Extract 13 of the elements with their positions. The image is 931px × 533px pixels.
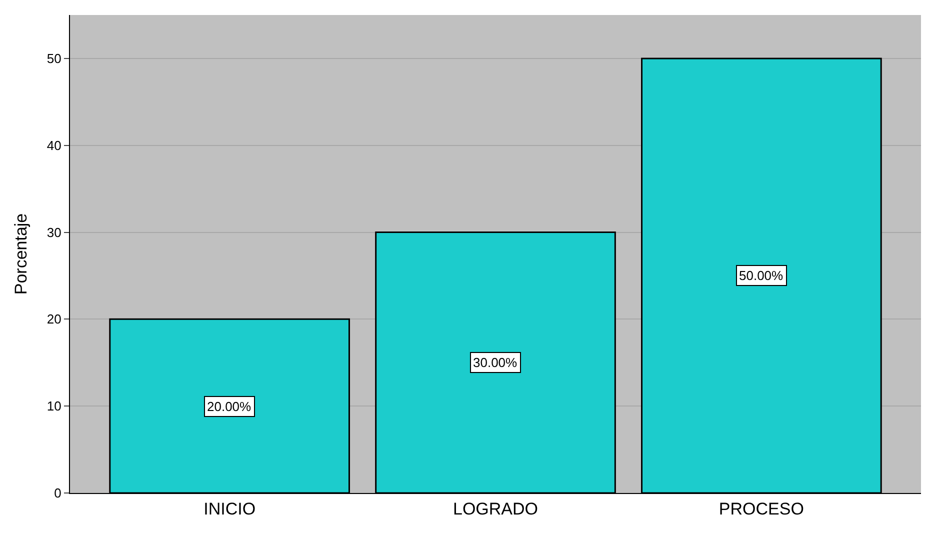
y-tick-label: 50 xyxy=(46,51,62,66)
y-tick-label: 30 xyxy=(46,224,62,240)
data-label: 20.00% xyxy=(207,399,252,414)
data-label: 30.00% xyxy=(473,355,518,370)
x-tick-label: PROCESO xyxy=(718,499,804,518)
y-tick-label: 40 xyxy=(46,138,62,153)
x-tick-label: INICIO xyxy=(204,499,256,518)
x-tick-label: LOGRADO xyxy=(452,499,538,518)
y-axis-title: Porcentaje xyxy=(11,213,30,295)
y-tick-label: 20 xyxy=(46,312,62,327)
y-tick-label: 0 xyxy=(54,486,62,501)
data-label: 50.00% xyxy=(739,268,784,283)
y-tick-label: 10 xyxy=(46,398,62,414)
